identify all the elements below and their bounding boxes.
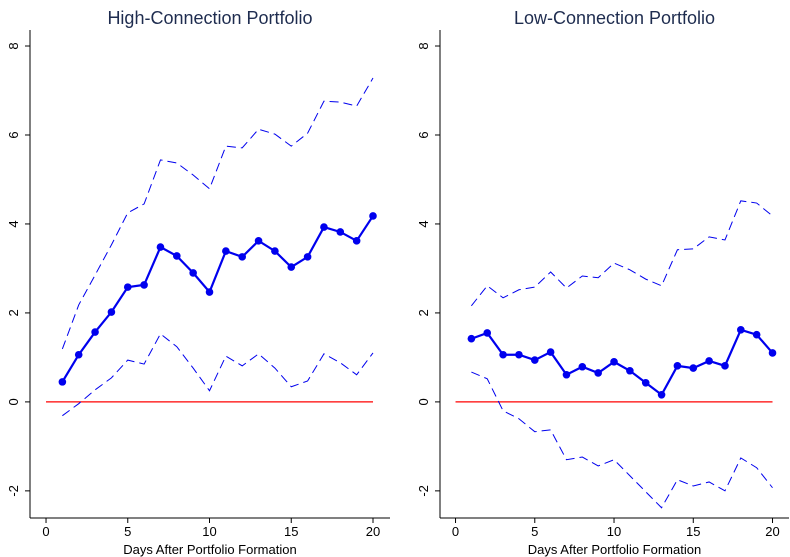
marker [499,350,507,359]
x-tick-label: 0 [452,524,459,539]
marker [562,370,571,379]
x-tick-label: 10 [202,524,216,539]
marker [222,247,230,255]
marker [303,253,312,261]
marker [58,378,67,386]
marker [657,390,666,399]
marker [74,350,83,359]
marker [238,253,247,261]
x-tick-label: 15 [686,524,700,539]
marker [336,228,345,236]
band-line [471,371,773,509]
x-tick-label: 0 [42,524,49,539]
marker [641,378,650,387]
marker [140,281,148,289]
y-tick-label: -2 [416,485,431,497]
y-tick-label: 8 [416,42,431,49]
series-line [471,328,774,397]
marker [107,308,116,316]
y-tick-label: 0 [416,398,431,405]
marker [352,237,361,245]
marker [626,366,634,375]
y-tick-label: -2 [6,485,21,497]
marker [673,362,682,370]
marker [123,283,132,291]
y-tick-label: 6 [416,131,431,138]
marker [205,288,214,296]
x-axis-title: Days After Portfolio Formation [123,542,296,557]
chart-title: High-Connection Portfolio [107,8,312,28]
marker [271,247,279,255]
marker [189,269,197,277]
x-tick-label: 5 [531,524,538,539]
y-tick-label: 2 [6,309,21,316]
y-tick-label: 4 [6,220,21,227]
x-tick-label: 20 [765,524,779,539]
series-line [61,215,374,383]
y-tick-label: 4 [416,220,431,227]
marker [594,369,602,377]
band-line [470,200,773,307]
y-tick-label: 0 [6,398,21,405]
marker [689,364,698,372]
marker [320,223,328,231]
chart-title: Low-Connection Portfolio [514,8,715,28]
x-tick-label: 20 [366,524,380,539]
marker [369,212,377,220]
y-tick-label: 6 [6,131,21,138]
x-tick-label: 15 [284,524,298,539]
marker [737,326,745,334]
marker [254,237,263,245]
marker [546,348,555,356]
marker [156,243,165,251]
band-line [62,333,374,417]
marker [610,358,618,366]
marker [483,329,492,337]
x-tick-label: 5 [124,524,131,539]
x-axis-title: Days After Portfolio Formation [528,542,701,557]
y-tick-label: 2 [416,309,431,316]
marker [578,362,587,371]
band-line [61,77,374,350]
marker [287,263,296,271]
y-tick-label: 8 [6,42,21,49]
marker [91,328,99,336]
marker [721,362,729,370]
x-tick-label: 10 [607,524,621,539]
marker [467,334,476,343]
marker [515,350,523,359]
marker [752,330,761,339]
marker [705,357,713,365]
marker [768,349,777,357]
marker [173,252,181,260]
marker [530,356,539,364]
